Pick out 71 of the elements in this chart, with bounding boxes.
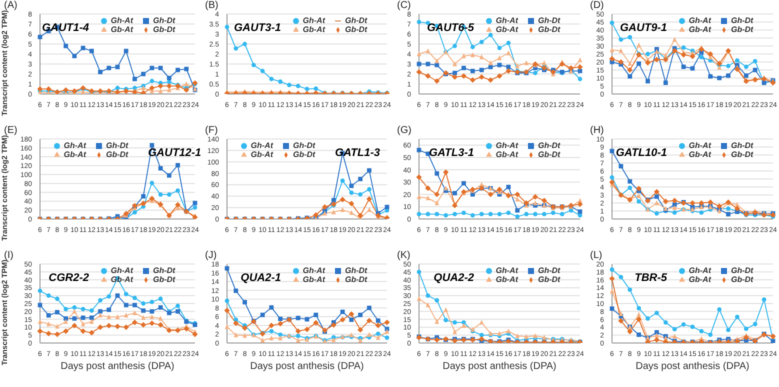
- legend-label: Gh-At: [496, 16, 518, 25]
- legend-label: Gh-At: [302, 266, 325, 275]
- legend-label: Gb-At: [302, 25, 325, 34]
- legend-label: Gh-At: [688, 141, 711, 150]
- x-axis-title: Days post anthesis (DPA): [442, 361, 556, 372]
- legend-label: Gb-At: [110, 25, 133, 34]
- legend-label: Gb-Dt: [106, 150, 128, 159]
- legend-label: Gb-Dt: [153, 25, 176, 34]
- legend-label: Gh-Dt: [538, 266, 560, 275]
- chart-title: (A): [4, 0, 18, 11]
- legend-label: Gb-Dt: [538, 275, 560, 284]
- chart-title: (I): [4, 250, 14, 261]
- legend-label: Gh-Dt: [538, 16, 560, 25]
- legend-label: Gb-At: [496, 25, 518, 34]
- legend-label: Gh-At: [250, 141, 273, 150]
- legend-label: Gb-Dt: [538, 150, 560, 159]
- legend-label: Gb-Dt: [731, 150, 754, 159]
- legend-label: Gb-Dt: [345, 25, 368, 34]
- legend-label: Gb-Dt: [153, 275, 176, 284]
- legend-label: Gh-Dt: [731, 266, 754, 275]
- chart-title: (K): [397, 250, 410, 261]
- legend-label: Gb-At: [302, 275, 325, 284]
- legend-label: Gb-At: [688, 275, 711, 284]
- legend-label: Gb-At: [250, 150, 273, 159]
- legend-label: Gh-At: [64, 141, 86, 150]
- legend-label: Gh-Dt: [538, 141, 560, 150]
- legend-label: Gh-Dt: [345, 16, 368, 25]
- legend-label: Gb-Dt: [345, 275, 368, 284]
- legend-label: Gb-At: [688, 150, 711, 159]
- legend-label: Gb-Dt: [538, 25, 560, 34]
- chart-title: (E): [4, 125, 18, 136]
- legend-label: Gh-At: [688, 266, 711, 275]
- chart-title: (L): [590, 250, 602, 261]
- legend-label: Gh-At: [110, 16, 133, 25]
- legend-label: Gh-At: [110, 266, 133, 275]
- legend-label: Gh-Dt: [731, 141, 754, 150]
- legend-label: Gh-At: [302, 16, 325, 25]
- chart-title: (F): [205, 125, 218, 136]
- legend-label: Gh-At: [496, 266, 518, 275]
- legend-label: Gh-Dt: [345, 266, 368, 275]
- legend-label: Gh-At: [688, 16, 711, 25]
- text: QUA2-1: [240, 272, 281, 284]
- legend-label: Gb-Dt: [293, 150, 316, 159]
- legend-label: Gh-Dt: [106, 141, 128, 150]
- legend-label: Gh-At: [496, 141, 518, 150]
- text: QUA2-2: [434, 272, 474, 284]
- text: CGR2-2: [48, 272, 89, 284]
- chart-title: (J): [205, 250, 217, 261]
- legend-label: Gb-At: [496, 275, 518, 284]
- x-axis-title: Days post anthesis (DPA): [636, 361, 750, 372]
- legend-label: Gb-At: [688, 25, 711, 34]
- chart-title: (G): [397, 125, 412, 136]
- legend-label: Gb-Dt: [731, 25, 754, 34]
- chart-title: (H): [590, 125, 604, 136]
- legend-label: Gh-Dt: [153, 266, 176, 275]
- chart-title: (D): [590, 0, 604, 11]
- text: GAUT9-1: [620, 22, 667, 34]
- text: TBR-5: [634, 272, 667, 284]
- legend-label: Gb-At: [496, 150, 518, 159]
- legend-label: Gh-Dt: [293, 141, 316, 150]
- chart-title: (C): [397, 0, 411, 11]
- x-axis-title: Days post anthesis (DPA): [250, 361, 364, 372]
- text: GATL3-1: [428, 147, 474, 159]
- legend-label: Gb-At: [64, 150, 86, 159]
- x-axis-title: Days post anthesis (DPA): [60, 361, 174, 372]
- text: GATL10-1: [616, 147, 667, 159]
- chart-title: (B): [205, 0, 218, 11]
- legend-label: Gh-Dt: [153, 16, 176, 25]
- legend-label: Gb-Dt: [731, 275, 754, 284]
- text: GAUT3-1: [234, 22, 281, 34]
- legend-label: Gh-Dt: [731, 16, 754, 25]
